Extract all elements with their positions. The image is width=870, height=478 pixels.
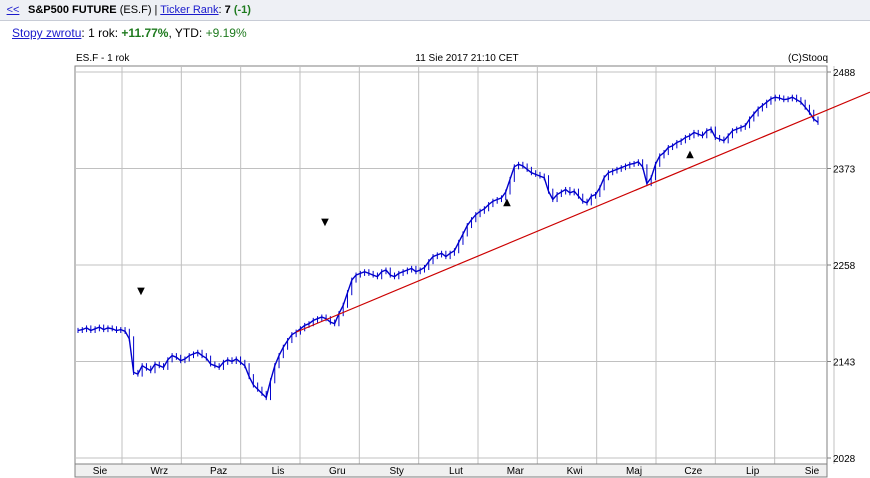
x-tick-label: Cze — [684, 466, 702, 477]
x-tick-label: Lis — [272, 466, 285, 477]
grid-lines — [75, 66, 835, 464]
x-axis-band — [74, 463, 828, 478]
back-link[interactable]: << — [6, 4, 20, 16]
instrument-name: S&P500 FUTURE — [28, 4, 117, 16]
x-axis-ticks: Sie Wrz Paz Lis Gru Sty Lut Mar Kwi Maj Cze Lip Sie — [93, 466, 820, 477]
rank-value: 7 — [224, 4, 231, 16]
markers-group: ▼ ▼ ▲ ▲ — [137, 149, 694, 297]
up-marker: ▲ — [686, 149, 694, 160]
returns-colon: : — [81, 26, 85, 40]
return-1y-value: +11.77% — [121, 26, 169, 40]
rank-colon: : — [218, 4, 222, 16]
returns-line: Stopy zwrotu: 1 rok: +11.77%, YTD: +9.19… — [12, 26, 247, 40]
chart-source: (C)Stooq — [788, 53, 828, 64]
chart-title: ES.F - 1 rok — [76, 53, 130, 64]
x-tick-label: Gru — [329, 466, 346, 477]
instrument-title: S&P500 FUTURE (ES.F) | Ticker Rank: 7 (-… — [28, 0, 251, 20]
x-tick-label: Maj — [626, 466, 642, 477]
price-line — [77, 96, 819, 399]
x-tick-label: Lut — [449, 466, 463, 477]
return-ytd-value: +9.19% — [205, 26, 247, 40]
x-tick-label: Paz — [210, 466, 227, 477]
returns-period: 1 rok: — [88, 26, 119, 40]
up-marker: ▲ — [503, 197, 511, 208]
rank-change: (-1) — [233, 4, 251, 16]
y-tick-label: 2028 — [833, 454, 856, 465]
x-tick-label: Sie — [805, 466, 820, 477]
x-tick-label: Lip — [746, 466, 760, 477]
x-tick-label: Sty — [389, 466, 403, 477]
x-tick-label: Kwi — [567, 466, 583, 477]
chart-subtitle: 11 Sie 2017 21:10 CET — [415, 53, 518, 64]
returns-ytd-label: , YTD: — [168, 26, 203, 40]
trendline-group — [295, 91, 870, 333]
y-tick-label: 2488 — [833, 68, 856, 79]
down-marker: ▼ — [137, 286, 145, 297]
x-tick-label: Mar — [507, 466, 525, 477]
x-tick-label: Sie — [93, 466, 108, 477]
y-tick-label: 2258 — [833, 261, 856, 272]
y-axis-ticks: 2028 2143 2258 2373 2488 — [827, 68, 856, 465]
down-marker: ▼ — [321, 217, 329, 228]
instrument-ticker: (ES.F) — [119, 4, 152, 16]
ticker-rank-link[interactable]: Ticker Rank — [160, 4, 219, 16]
y-tick-label: 2143 — [833, 358, 856, 369]
x-tick-label: Wrz — [151, 466, 169, 477]
top-bar: << S&P500 FUTURE (ES.F) | Ticker Rank: 7… — [0, 0, 870, 21]
y-tick-label: 2373 — [833, 165, 856, 176]
price-series-group — [77, 94, 819, 401]
trendline — [295, 91, 870, 333]
separator: | — [154, 4, 158, 16]
returns-link[interactable]: Stopy zwrotu — [12, 26, 82, 40]
